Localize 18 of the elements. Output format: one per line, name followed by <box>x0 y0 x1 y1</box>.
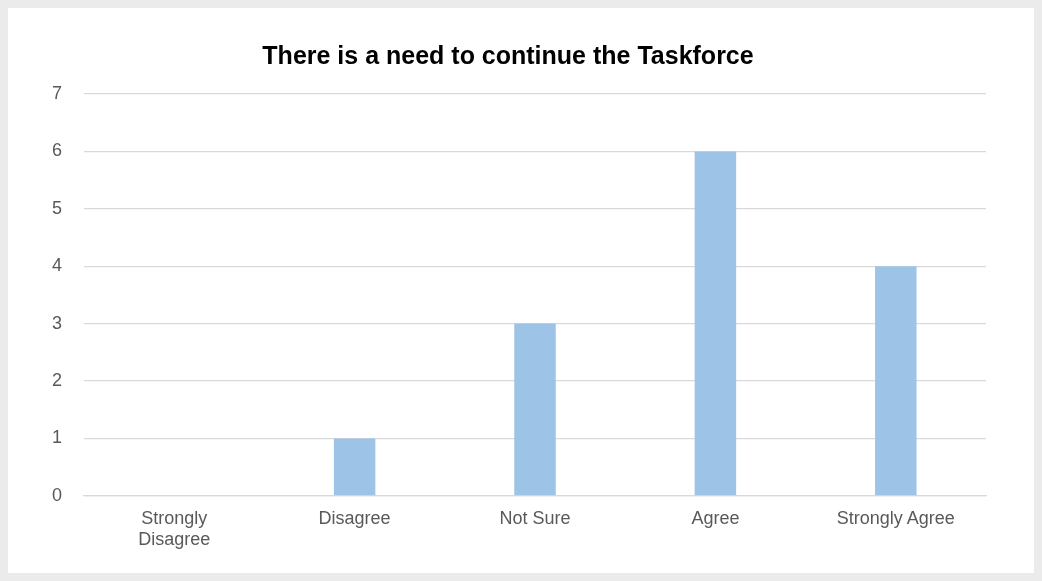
y-tick-label: 7 <box>52 82 63 103</box>
x-tick-label: Strongly Agree <box>836 507 955 528</box>
x-tick-label: Disagree <box>318 507 391 528</box>
y-tick-label: 4 <box>52 255 63 276</box>
y-tick-label: 0 <box>52 484 63 505</box>
y-tick-label: 3 <box>52 312 63 333</box>
y-tick-label: 6 <box>52 140 63 161</box>
bar <box>333 438 376 496</box>
x-tick-label: Strongly Disagree <box>138 507 211 550</box>
y-tick-label: 1 <box>52 427 63 448</box>
bar <box>875 266 917 496</box>
y-tick-label: 5 <box>52 197 63 218</box>
bar <box>694 151 737 496</box>
x-tick-label: Agree <box>691 507 740 528</box>
chart-title: There is a need to continue the Taskforce <box>262 40 754 69</box>
y-tick-label: 2 <box>52 369 63 390</box>
x-tick-label: Not Sure <box>499 507 571 528</box>
bar <box>514 323 556 496</box>
